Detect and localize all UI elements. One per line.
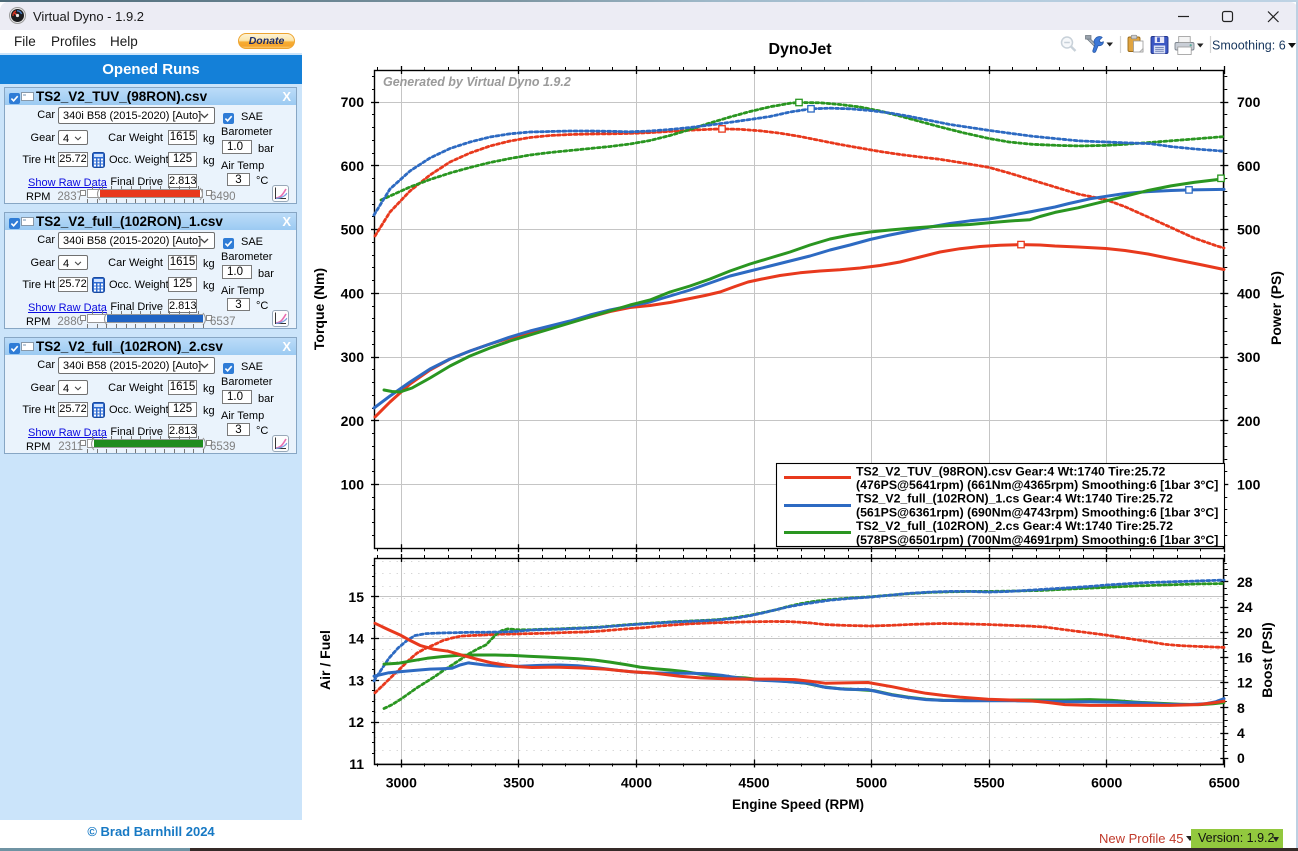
svg-text:600: 600 [341,158,365,174]
svg-text:200: 200 [341,413,365,429]
svg-text:(561PS@6361rpm) (690Nm@4743rpm: (561PS@6361rpm) (690Nm@4743rpm) Smoothin… [856,506,1218,520]
svg-text:6000: 6000 [1091,775,1122,791]
svg-text:8: 8 [1237,700,1245,716]
svg-text:100: 100 [1237,476,1261,492]
svg-text:5500: 5500 [974,775,1005,791]
svg-text:15: 15 [348,589,364,605]
svg-text:TS2_V2_full_(102RON)_1.cs Gear: TS2_V2_full_(102RON)_1.cs Gear:4 Wt:1740… [856,492,1173,506]
svg-text:300: 300 [341,349,365,365]
svg-text:500: 500 [341,222,365,238]
svg-text:4500: 4500 [738,775,769,791]
svg-text:Power (PS): Power (PS) [1268,271,1284,345]
svg-text:4: 4 [1237,725,1245,741]
svg-text:500: 500 [1237,222,1261,238]
svg-text:0: 0 [1237,750,1245,766]
svg-text:Smoothing: 6: Smoothing: 6 [1212,39,1286,53]
svg-text:(476PS@5641rpm) (661Nm@4365rpm: (476PS@5641rpm) (661Nm@4365rpm) Smoothin… [856,478,1218,492]
svg-text:600: 600 [1237,158,1261,174]
svg-text:700: 700 [341,94,365,110]
svg-text:11: 11 [349,756,364,772]
svg-text:TS2_V2_TUV_(98RON).csv Gear:4: TS2_V2_TUV_(98RON).csv Gear:4 Wt:1740 Ti… [856,464,1166,478]
svg-text:3500: 3500 [503,775,534,791]
svg-text:Engine Speed (RPM): Engine Speed (RPM) [732,797,864,812]
svg-text:20: 20 [1237,624,1253,640]
svg-text:28: 28 [1237,574,1253,590]
svg-text:14: 14 [348,631,364,647]
svg-text:24: 24 [1237,599,1253,615]
svg-text:16: 16 [1237,650,1253,666]
svg-text:400: 400 [341,285,365,301]
svg-text:6500: 6500 [1209,775,1240,791]
svg-text:200: 200 [1237,413,1261,429]
svg-text:Generated by Virtual Dyno 1.9.: Generated by Virtual Dyno 1.9.2 [383,75,571,89]
svg-text:400: 400 [1237,285,1261,301]
svg-text:3000: 3000 [386,775,417,791]
svg-text:700: 700 [1237,94,1261,110]
svg-text:300: 300 [1237,349,1261,365]
svg-text:(578PS@6501rpm) (700Nm@4691rpm: (578PS@6501rpm) (700Nm@4691rpm) Smoothin… [856,533,1218,547]
svg-text:5000: 5000 [856,775,887,791]
svg-text:4000: 4000 [621,775,652,791]
svg-text:100: 100 [341,476,365,492]
svg-text:TS2_V2_full_(102RON)_2.cs Gear: TS2_V2_full_(102RON)_2.cs Gear:4 Wt:1740… [856,519,1173,533]
svg-text:Torque (Nm): Torque (Nm) [311,268,327,350]
svg-text:Boost (PSI): Boost (PSI) [1259,622,1275,697]
svg-text:12: 12 [348,714,364,730]
svg-text:Air / Fuel: Air / Fuel [317,630,333,690]
svg-text:13: 13 [348,672,364,688]
svg-text:12: 12 [1237,675,1253,691]
